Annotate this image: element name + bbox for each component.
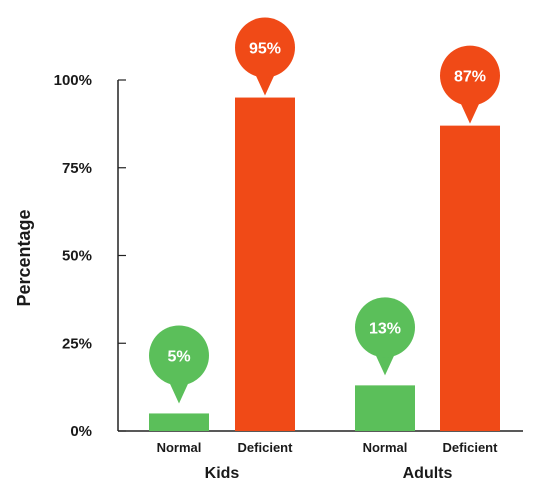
- bubble-circle: [355, 297, 415, 358]
- data-label-bubble: 5%: [149, 325, 209, 404]
- group-labels: Kids Adults: [205, 465, 453, 482]
- y-tick-label: 50%: [62, 248, 92, 265]
- data-label: 87%: [454, 69, 486, 86]
- data-label-bubble: 87%: [440, 45, 500, 124]
- bubble-circle: [440, 45, 500, 106]
- y-ticks: 0% 25% 50% 75% 100%: [54, 72, 126, 440]
- bubble-circle: [149, 325, 209, 386]
- group-label: Kids: [205, 465, 240, 482]
- data-label: 5%: [167, 348, 190, 365]
- data-label: 95%: [249, 41, 281, 58]
- bubble-pointer: [168, 379, 190, 404]
- bars: [149, 97, 500, 432]
- bubble-pointer: [254, 71, 276, 96]
- y-tick-label: 0%: [70, 423, 92, 440]
- data-label-callouts: 5% 95% 13% 87%: [149, 17, 500, 404]
- category-label: Normal: [363, 440, 408, 455]
- group-label: Adults: [403, 465, 453, 482]
- data-label-bubble: 95%: [235, 17, 295, 96]
- bubble-pointer: [374, 351, 396, 376]
- category-label: Normal: [157, 440, 202, 455]
- bar-adults-deficient: [440, 125, 500, 431]
- bubble-pointer: [459, 99, 481, 124]
- data-label: 13%: [369, 320, 401, 337]
- category-labels: Normal Deficient Normal Deficient: [157, 440, 499, 455]
- y-axis-label: Percentage: [14, 209, 34, 306]
- y-tick-label: 75%: [62, 160, 92, 177]
- bar-adults-normal: [355, 385, 415, 431]
- data-label-bubble: 13%: [355, 297, 415, 376]
- bar-kids-deficient: [235, 97, 295, 432]
- y-tick-label: 100%: [54, 72, 92, 89]
- y-tick-label: 25%: [62, 335, 92, 352]
- bar-kids-normal: [149, 413, 209, 431]
- bubble-circle: [235, 17, 295, 78]
- category-label: Deficient: [238, 440, 294, 455]
- category-label: Deficient: [443, 440, 499, 455]
